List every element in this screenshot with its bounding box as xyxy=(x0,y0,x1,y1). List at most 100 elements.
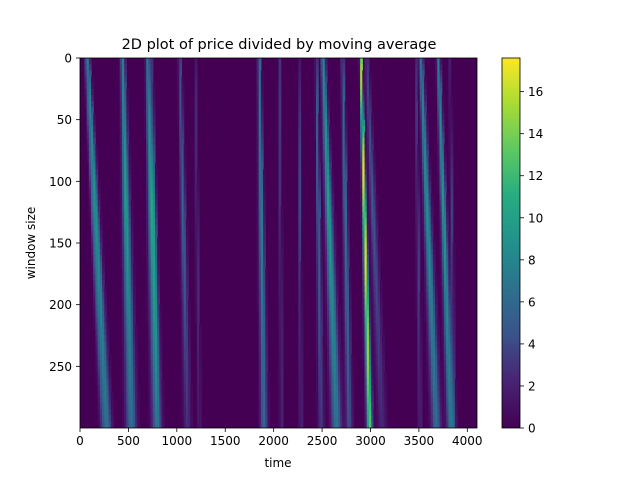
heat-cell xyxy=(366,261,370,269)
heat-cell xyxy=(342,267,346,275)
heat-cell xyxy=(417,162,421,170)
heat-cell xyxy=(366,335,370,343)
heat-cell xyxy=(194,286,198,293)
heat-cell xyxy=(99,391,103,398)
heat-cell xyxy=(382,384,385,392)
heat-cell xyxy=(437,366,441,374)
heat-cell xyxy=(280,329,284,337)
heat-cell xyxy=(375,329,379,337)
heat-cell xyxy=(448,150,452,158)
heat-cell xyxy=(346,354,350,361)
heat-cell xyxy=(364,409,368,417)
heat-cell xyxy=(342,397,346,404)
heat-cell xyxy=(320,317,324,324)
heat-cell xyxy=(181,286,185,293)
heat-cell xyxy=(196,224,200,232)
heat-cell xyxy=(315,384,319,392)
heat-cell xyxy=(150,317,154,324)
heat-cell xyxy=(183,347,187,355)
heat-cell xyxy=(126,292,130,300)
heat-cell xyxy=(91,206,94,213)
heat-cell xyxy=(320,366,324,374)
heat-cell xyxy=(95,144,99,152)
heat-cell xyxy=(181,76,185,84)
heat-cell xyxy=(121,156,125,164)
heat-cell xyxy=(432,243,436,250)
heat-cell xyxy=(263,212,266,219)
heat-cell xyxy=(443,261,447,269)
heat-cell xyxy=(426,199,430,207)
heat-cell xyxy=(119,58,123,65)
heat-cell xyxy=(366,58,370,65)
heat-cell xyxy=(152,230,156,238)
heat-cell xyxy=(157,366,160,374)
heat-cell xyxy=(93,267,97,275)
heat-cell xyxy=(346,187,350,195)
heat-cell xyxy=(373,212,377,219)
heat-cell xyxy=(364,58,368,65)
heat-cell xyxy=(415,125,419,133)
heat-cell xyxy=(428,286,432,293)
heat-cell xyxy=(150,298,154,306)
heat-cell xyxy=(331,403,335,411)
heat-cell xyxy=(318,292,322,300)
heat-cell xyxy=(331,310,335,318)
heat-cell xyxy=(320,70,324,78)
heat-cell xyxy=(102,391,105,398)
heat-cell xyxy=(360,212,363,219)
heat-cell xyxy=(157,335,160,343)
heat-cell xyxy=(121,193,125,201)
heat-cell xyxy=(327,132,330,139)
heat-cell xyxy=(349,292,352,300)
heat-cell xyxy=(324,249,328,256)
heat-cell xyxy=(298,187,302,195)
heat-cell xyxy=(333,335,337,343)
heat-cell xyxy=(128,317,132,324)
heat-cell xyxy=(331,243,335,250)
heat-cell xyxy=(450,175,454,182)
heat-cell xyxy=(135,403,138,411)
heat-cell xyxy=(260,224,264,232)
heat-cell xyxy=(179,113,183,121)
heat-cell xyxy=(342,273,346,281)
heat-cell xyxy=(450,255,454,263)
heat-cell xyxy=(91,132,94,139)
heat-cell xyxy=(95,317,99,324)
heat-cell xyxy=(435,317,438,324)
heat-cell xyxy=(450,354,454,361)
heat-cell xyxy=(329,206,333,213)
heat-cell xyxy=(366,95,370,102)
heat-cell xyxy=(278,107,282,115)
heat-cell xyxy=(338,354,341,361)
heat-cell xyxy=(368,206,372,213)
heat-cell xyxy=(441,212,445,219)
heat-cell xyxy=(152,421,156,428)
heat-cell xyxy=(157,415,160,423)
heat-cell xyxy=(331,372,335,380)
heat-cell xyxy=(373,409,377,417)
heat-cell xyxy=(441,187,445,195)
heat-cell xyxy=(364,181,368,189)
heat-cell xyxy=(439,212,443,219)
heat-cell xyxy=(448,378,452,386)
heat-cell xyxy=(426,212,430,219)
heat-cell xyxy=(417,255,421,263)
heat-cell xyxy=(130,280,134,287)
heat-cell xyxy=(366,175,370,182)
heat-cell xyxy=(196,403,200,411)
heat-cell xyxy=(95,347,99,355)
heat-cell xyxy=(315,58,319,65)
heat-cell xyxy=(148,58,152,65)
heat-cell xyxy=(146,310,149,318)
heat-cell xyxy=(360,199,363,207)
heat-cell xyxy=(362,335,366,343)
heat-cell xyxy=(315,187,319,195)
heat-cell xyxy=(320,360,324,367)
heat-cell xyxy=(102,298,105,306)
heat-cell xyxy=(152,224,156,232)
heat-cell xyxy=(428,391,432,398)
heat-cell xyxy=(346,267,350,275)
heat-cell xyxy=(280,261,284,269)
heat-cell xyxy=(368,218,372,226)
